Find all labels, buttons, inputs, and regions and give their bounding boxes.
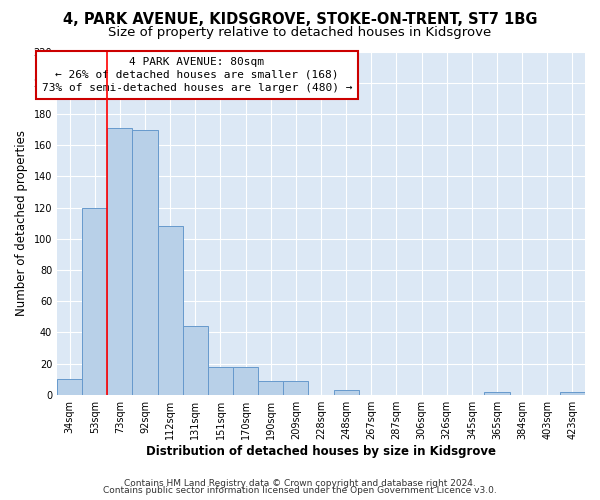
Text: 4 PARK AVENUE: 80sqm
← 26% of detached houses are smaller (168)
73% of semi-deta: 4 PARK AVENUE: 80sqm ← 26% of detached h…	[42, 56, 352, 93]
Bar	[133, 130, 158, 394]
Bar	[484, 392, 509, 394]
Bar	[82, 208, 107, 394]
Bar	[107, 128, 133, 394]
Text: Contains public sector information licensed under the Open Government Licence v3: Contains public sector information licen…	[103, 486, 497, 495]
Bar	[57, 379, 82, 394]
Bar	[258, 380, 283, 394]
Bar	[183, 326, 208, 394]
Bar	[158, 226, 183, 394]
Bar	[283, 380, 308, 394]
Bar	[208, 366, 233, 394]
Y-axis label: Number of detached properties: Number of detached properties	[15, 130, 28, 316]
Bar	[560, 392, 585, 394]
Bar	[334, 390, 359, 394]
Bar	[233, 366, 258, 394]
Text: Size of property relative to detached houses in Kidsgrove: Size of property relative to detached ho…	[109, 26, 491, 39]
X-axis label: Distribution of detached houses by size in Kidsgrove: Distribution of detached houses by size …	[146, 444, 496, 458]
Text: Contains HM Land Registry data © Crown copyright and database right 2024.: Contains HM Land Registry data © Crown c…	[124, 478, 476, 488]
Text: 4, PARK AVENUE, KIDSGROVE, STOKE-ON-TRENT, ST7 1BG: 4, PARK AVENUE, KIDSGROVE, STOKE-ON-TREN…	[63, 12, 537, 28]
